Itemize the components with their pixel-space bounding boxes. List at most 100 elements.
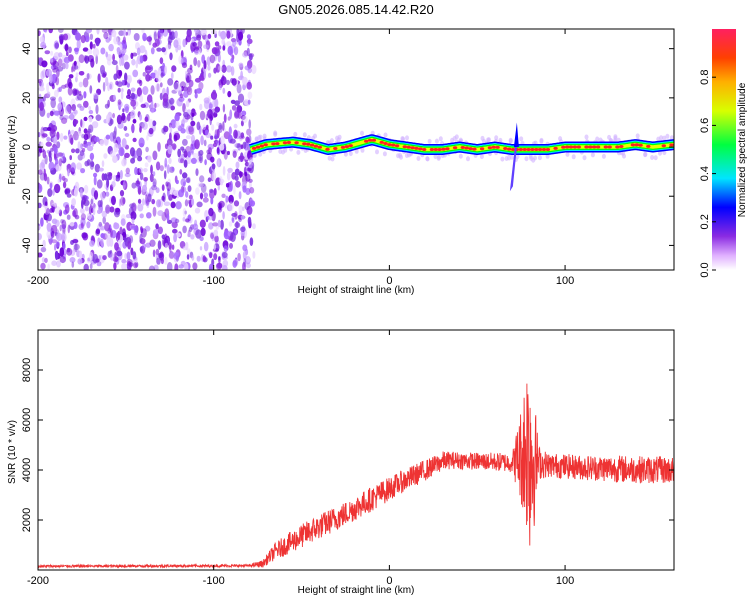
noise-speck	[173, 39, 179, 48]
noise-speck	[101, 29, 109, 33]
signal-peak	[595, 145, 601, 149]
noise-speck	[40, 262, 46, 270]
noise-speck	[45, 201, 48, 206]
noise-speck	[101, 210, 108, 218]
noise-speck	[46, 127, 52, 131]
noise-speck	[95, 228, 101, 235]
noise-speck	[248, 119, 251, 129]
noise-speck	[222, 211, 225, 220]
noise-speck	[199, 219, 206, 228]
noise-speck	[111, 29, 117, 38]
signal-peak	[468, 147, 473, 151]
noise-speck	[242, 261, 246, 270]
signal-peak	[553, 146, 558, 150]
noise-speck	[246, 167, 252, 172]
signal-peak	[661, 144, 666, 148]
doppler-signal	[246, 122, 674, 192]
noise-speck	[246, 255, 251, 263]
noise-speck	[69, 257, 76, 263]
noise-speck	[236, 83, 242, 94]
noise-speck	[149, 173, 154, 183]
noise-speck	[229, 138, 236, 144]
noise-speck	[196, 34, 202, 41]
noise-speck	[127, 89, 131, 97]
noise-speck	[68, 74, 74, 79]
noise-speck	[173, 190, 180, 197]
noise-speck	[136, 87, 142, 97]
noise-speck	[213, 229, 219, 237]
noise-speck	[132, 251, 137, 260]
noise-speck	[88, 116, 93, 123]
snr-y-tick-label: 6000	[21, 408, 33, 432]
noise-speck	[203, 99, 210, 110]
noise-speck	[119, 169, 123, 180]
noise-speck	[150, 85, 155, 95]
noise-speck	[190, 120, 196, 127]
noise-speck	[94, 136, 100, 143]
noise-speck	[245, 262, 251, 269]
noise-speck	[194, 139, 200, 150]
noise-speck	[63, 56, 70, 64]
noise-speck	[225, 65, 233, 73]
noise-speck	[170, 72, 174, 80]
snr-x-ticks: -200 -100 0 100	[27, 330, 574, 587]
signal-halo	[273, 131, 278, 137]
noise-speck	[194, 49, 200, 55]
noise-speck	[220, 135, 225, 145]
noise-speck	[225, 183, 230, 188]
noise-speck	[243, 98, 249, 106]
noise-speck	[62, 33, 69, 41]
noise-speck	[155, 83, 161, 92]
noise-speck	[80, 168, 86, 174]
colorbar-tick-label: 0.6	[699, 118, 711, 133]
noise-speck	[166, 262, 173, 270]
noise-speck	[91, 141, 95, 147]
noise-speck	[78, 131, 82, 136]
noise-speck	[86, 73, 90, 80]
noise-speck	[116, 114, 122, 125]
noise-speck	[58, 52, 63, 58]
signal-halo	[565, 151, 570, 157]
noise-speck	[97, 209, 102, 215]
noise-speck	[139, 213, 144, 219]
noise-speck	[213, 253, 218, 261]
signal-halo	[662, 150, 667, 156]
noise-speck	[217, 53, 221, 63]
noise-speck	[105, 204, 111, 214]
noise-speck	[108, 43, 114, 52]
signal-halo	[401, 136, 406, 142]
noise-speck	[73, 109, 78, 115]
noise-speck	[84, 35, 90, 43]
signal-halo	[500, 156, 505, 162]
noise-speck	[131, 218, 135, 224]
noise-speck	[56, 232, 63, 242]
noise-speck	[78, 81, 83, 88]
noise-speck	[139, 172, 144, 181]
signal-halo	[283, 147, 288, 153]
noise-speck	[66, 214, 71, 220]
noise-speck	[190, 134, 196, 145]
noise-speck	[237, 252, 241, 262]
noise-speck	[129, 203, 135, 208]
noise-speck	[234, 100, 241, 106]
signal-peak	[510, 148, 516, 151]
signal-peak	[344, 145, 350, 149]
noise-speck	[72, 239, 79, 244]
noise-speck	[100, 233, 105, 239]
noise-speck	[165, 44, 172, 50]
spectrogram-x-tick-label: -100	[203, 275, 225, 287]
signal-halo	[607, 134, 612, 140]
noise-speck	[203, 70, 206, 79]
noise-speck	[66, 193, 72, 198]
noise-speck	[76, 39, 81, 49]
noise-speck	[182, 86, 188, 92]
noise-speck	[40, 41, 46, 49]
noise-speck	[191, 255, 195, 261]
signal-peak	[387, 143, 392, 147]
noise-speck	[86, 141, 92, 146]
noise-speck	[168, 242, 172, 250]
noise-speck	[211, 163, 216, 170]
noise-speck	[58, 96, 63, 103]
noise-speck	[154, 77, 159, 83]
noise-speck	[61, 117, 68, 124]
